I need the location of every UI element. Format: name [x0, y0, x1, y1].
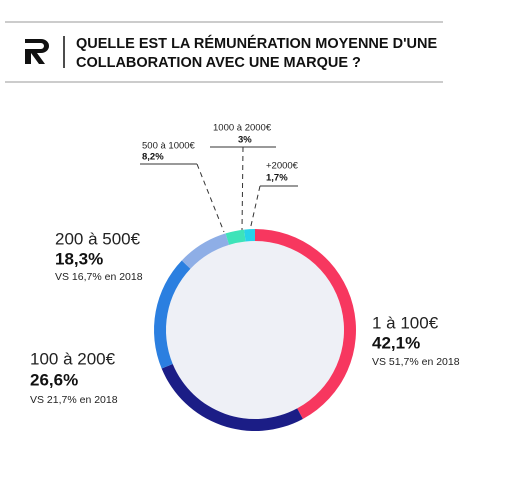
- category-label: 1 à 100€: [372, 313, 439, 332]
- category-label: +2000€: [266, 161, 299, 172]
- comparison-label: VS 51,7% en 2018: [372, 356, 460, 368]
- comparison-label: VS 16,7% en 2018: [55, 271, 143, 283]
- logo: [25, 39, 49, 64]
- value-label: 26,6%: [30, 370, 78, 389]
- comparison-label: VS 21,7% en 2018: [30, 394, 118, 406]
- donut-segment: [244, 229, 255, 242]
- value-label: 18,3%: [55, 249, 103, 268]
- value-label: 1,7%: [266, 173, 288, 184]
- value-label: 3%: [238, 135, 252, 146]
- value-label: 8,2%: [142, 152, 164, 163]
- value-label: 42,1%: [372, 333, 420, 352]
- category-label: 100 à 200€: [30, 349, 116, 368]
- category-label: 1000 à 2000€: [213, 123, 272, 134]
- title-line: COLLABORATION AVEC UNE MARQUE ?: [76, 55, 361, 71]
- category-label: 200 à 500€: [55, 229, 141, 248]
- donut-segment: [154, 260, 191, 369]
- donut-segment: [181, 233, 230, 269]
- title-line: QUELLE EST LA RÉMUNÉRATION MOYENNE D'UNE: [76, 35, 437, 52]
- category-label: 500 à 1000€: [142, 141, 196, 152]
- donut-segment: [225, 229, 246, 245]
- donut-hole: [166, 241, 344, 419]
- donut-segment: [255, 229, 356, 419]
- donut-segment: [161, 363, 303, 431]
- donut: [154, 229, 356, 431]
- leader-lines: [140, 146, 298, 233]
